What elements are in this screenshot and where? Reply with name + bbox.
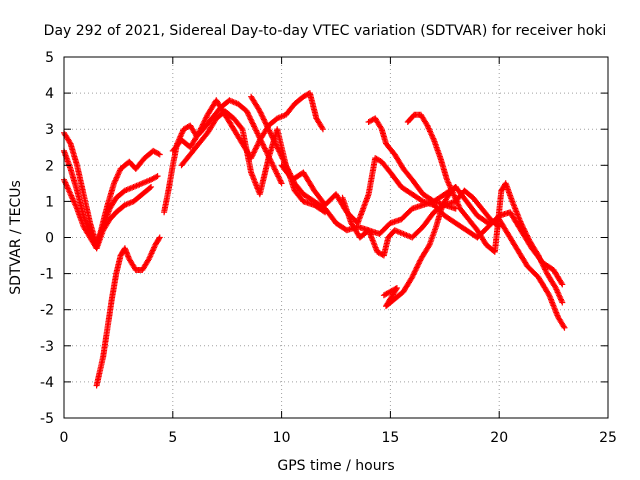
y-tick-label: 5	[45, 50, 54, 66]
data-points	[61, 90, 568, 389]
data-point	[278, 180, 285, 187]
data-point	[245, 112, 252, 119]
data-point	[156, 234, 163, 241]
data-point	[559, 281, 566, 288]
data-point	[425, 243, 432, 249]
y-tick-label: 2	[45, 158, 54, 174]
y-tick-label: 4	[45, 86, 54, 102]
data-point	[540, 263, 547, 270]
series-arc-12	[365, 115, 459, 212]
data-point	[560, 323, 567, 330]
y-tick-label: 0	[45, 231, 54, 247]
x-tick-label: 15	[381, 430, 399, 446]
series-arc-4	[93, 234, 163, 389]
axis-ticks	[63, 56, 609, 419]
data-point	[238, 125, 245, 131]
data-point	[558, 280, 565, 287]
x-tick-label: 10	[273, 430, 291, 446]
data-point	[261, 144, 268, 151]
data-point	[154, 173, 161, 180]
y-tick-label: -2	[40, 303, 54, 319]
data-point	[147, 184, 153, 191]
data-point	[559, 299, 566, 306]
data-point	[148, 183, 155, 190]
data-point	[545, 291, 552, 297]
data-point	[277, 179, 284, 185]
y-tick-label: -5	[40, 411, 54, 427]
y-axis-label: SDTVAR / TECUs	[8, 180, 24, 295]
data-point	[66, 139, 73, 146]
series-arc-11	[380, 184, 568, 331]
chart-title: Day 292 of 2021, Sidereal Day-to-day VTE…	[44, 23, 607, 39]
x-axis-label: GPS time / hours	[277, 458, 394, 474]
y-tick-label: -4	[40, 375, 54, 391]
x-tick-label: 0	[60, 430, 69, 446]
x-tick-label: 5	[168, 430, 177, 446]
data-point	[156, 235, 162, 242]
x-tick-label: 25	[599, 430, 617, 446]
data-point	[155, 150, 162, 157]
data-point	[156, 151, 163, 158]
data-point	[561, 324, 568, 331]
data-point	[243, 108, 250, 115]
data-point	[153, 173, 160, 180]
data-point	[524, 232, 530, 239]
tick-labels: 0 5 10 15 20 25 -5 -4 -3 -2 -1 0 1 2 3 4 5	[40, 50, 617, 446]
y-tick-label: -1	[40, 267, 54, 283]
data-point	[279, 155, 286, 162]
series-arc-13	[404, 111, 566, 306]
y-tick-label: 3	[45, 122, 54, 138]
x-tick-label: 20	[490, 430, 508, 446]
data-point	[262, 119, 269, 126]
y-tick-label: -3	[40, 339, 54, 355]
series-arc-3	[61, 176, 155, 252]
y-tick-label: 1	[45, 194, 54, 210]
data-point	[319, 126, 326, 133]
